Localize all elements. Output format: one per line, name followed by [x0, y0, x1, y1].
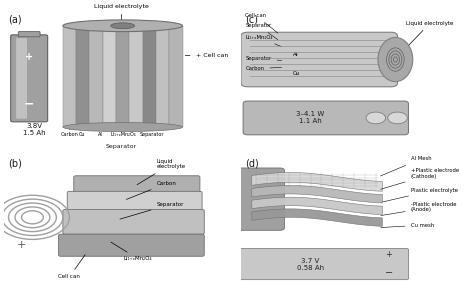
Bar: [143, 26, 156, 127]
Polygon shape: [252, 186, 383, 203]
Bar: [76, 26, 90, 127]
Text: Al: Al: [98, 127, 102, 138]
FancyBboxPatch shape: [59, 234, 204, 256]
FancyBboxPatch shape: [11, 35, 48, 122]
Text: 3.7 V
0.58 Ah: 3.7 V 0.58 Ah: [297, 257, 324, 271]
Text: -Plastic electrode
(Anode): -Plastic electrode (Anode): [381, 201, 456, 216]
Text: Separator: Separator: [120, 202, 184, 219]
Ellipse shape: [63, 20, 182, 32]
Text: Li₁₊ₓMn₂O₄: Li₁₊ₓMn₂O₄: [246, 35, 282, 47]
Text: Cu mesh: Cu mesh: [381, 223, 434, 228]
Text: (d): (d): [246, 159, 259, 169]
Text: (c): (c): [246, 14, 258, 24]
FancyBboxPatch shape: [63, 210, 204, 234]
Text: Separator: Separator: [106, 144, 137, 149]
Text: Plastic electrolyte: Plastic electrolyte: [381, 188, 457, 202]
Bar: [90, 26, 103, 127]
Text: Liquid
electrolyte: Liquid electrolyte: [137, 159, 185, 185]
Circle shape: [366, 112, 385, 124]
Text: 3.8V
1.5 Ah: 3.8V 1.5 Ah: [23, 123, 46, 136]
Text: +: +: [385, 251, 392, 260]
Text: Separator: Separator: [246, 23, 278, 40]
Text: Al Mesh: Al Mesh: [381, 156, 431, 176]
Text: Separator: Separator: [140, 127, 164, 138]
Circle shape: [388, 112, 407, 124]
Text: Liquid electrolyte: Liquid electrolyte: [94, 4, 149, 22]
Text: +: +: [25, 52, 33, 62]
FancyBboxPatch shape: [239, 249, 409, 280]
Bar: [156, 26, 169, 127]
Text: Li₁₊ₓMn₂O₄: Li₁₊ₓMn₂O₄: [111, 242, 153, 261]
Text: Separator: Separator: [246, 56, 282, 61]
Text: (b): (b): [9, 159, 22, 169]
FancyBboxPatch shape: [241, 32, 398, 87]
Text: + Cell can: + Cell can: [185, 53, 228, 58]
Bar: [116, 26, 129, 127]
Text: −: −: [385, 268, 393, 278]
Polygon shape: [252, 173, 383, 191]
Text: Cell can: Cell can: [246, 13, 278, 33]
Text: ⊖: ⊖: [373, 115, 379, 121]
FancyBboxPatch shape: [18, 32, 40, 37]
FancyBboxPatch shape: [237, 168, 284, 230]
Text: Li₁₊ₓMn₂O₄: Li₁₊ₓMn₂O₄: [111, 127, 137, 138]
FancyBboxPatch shape: [67, 191, 202, 211]
FancyBboxPatch shape: [16, 38, 27, 118]
Ellipse shape: [378, 38, 413, 81]
Text: Cu: Cu: [79, 127, 86, 138]
Text: Carbon: Carbon: [61, 127, 78, 138]
Bar: [63, 26, 76, 127]
Bar: [129, 26, 143, 127]
Polygon shape: [252, 209, 383, 226]
Polygon shape: [252, 197, 383, 215]
Text: Carbon: Carbon: [127, 181, 176, 199]
Text: +: +: [17, 240, 26, 251]
Ellipse shape: [111, 23, 135, 29]
Text: Al: Al: [293, 52, 298, 57]
Text: Liquid electrolyte: Liquid electrolyte: [400, 21, 454, 55]
FancyBboxPatch shape: [243, 101, 409, 135]
Text: +Plastic electrode
(Cathode): +Plastic electrode (Cathode): [381, 168, 459, 189]
FancyBboxPatch shape: [74, 176, 200, 193]
Text: Cell can: Cell can: [58, 255, 85, 279]
Text: −: −: [24, 98, 35, 111]
Ellipse shape: [63, 123, 182, 131]
Text: ⊕: ⊕: [395, 115, 401, 121]
Bar: [169, 26, 182, 127]
Text: (a): (a): [9, 14, 22, 24]
Text: Carbon: Carbon: [246, 66, 282, 71]
Text: Cu: Cu: [293, 71, 300, 76]
Text: 3–4.1 W
1.1 Ah: 3–4.1 W 1.1 Ah: [296, 112, 325, 125]
Bar: [103, 26, 116, 127]
